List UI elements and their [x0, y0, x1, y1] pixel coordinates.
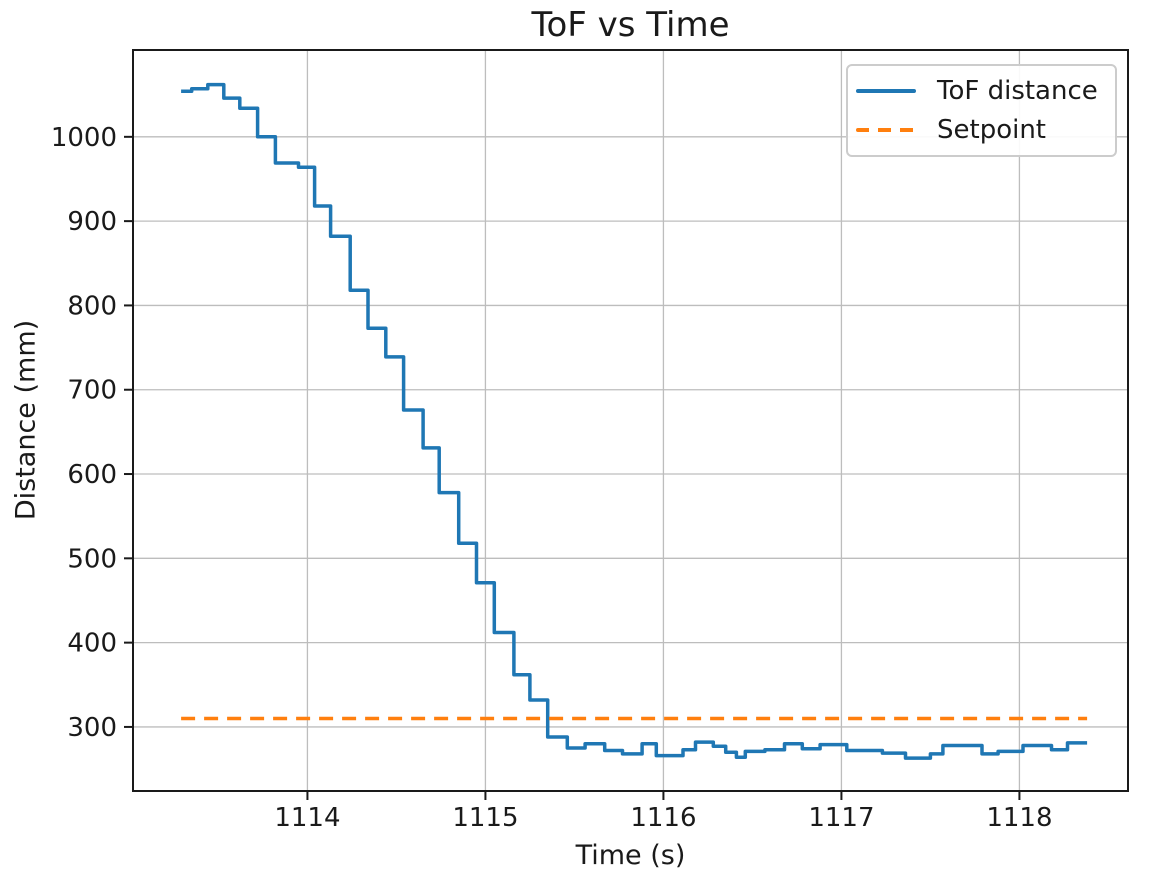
x-axis-label: Time (s) — [575, 840, 686, 871]
x-tick-label: 1115 — [452, 803, 518, 833]
x-tick-label: 1114 — [274, 803, 340, 833]
y-tick-label: 1000 — [51, 123, 117, 153]
x-tick-label: 1116 — [630, 803, 696, 833]
setpoint-line-sample-icon — [856, 127, 916, 132]
y-tick-label: 300 — [67, 713, 117, 743]
x-tick-label: 1117 — [808, 803, 874, 833]
legend-item-tof-distance: ToF distance — [856, 75, 1115, 107]
y-tick-label: 900 — [67, 207, 117, 237]
legend-label-setpoint: Setpoint — [937, 114, 1047, 145]
legend-item-setpoint: Setpoint — [856, 114, 1115, 146]
x-tick-label: 1118 — [986, 803, 1052, 833]
y-tick-label: 800 — [67, 291, 117, 321]
legend: ToF distance Setpoint — [846, 64, 1117, 157]
legend-label-tof-distance: ToF distance — [937, 76, 1098, 107]
tof-distance-line — [181, 82, 1088, 760]
y-tick-label: 500 — [67, 544, 117, 574]
chart-title: ToF vs Time — [531, 5, 730, 45]
y-tick-label: 700 — [67, 376, 117, 406]
y-tick-label: 400 — [67, 629, 117, 659]
plot-border — [132, 49, 1129, 792]
tof-distance-line-sample-icon — [856, 89, 916, 94]
y-tick-label: 600 — [67, 460, 117, 490]
